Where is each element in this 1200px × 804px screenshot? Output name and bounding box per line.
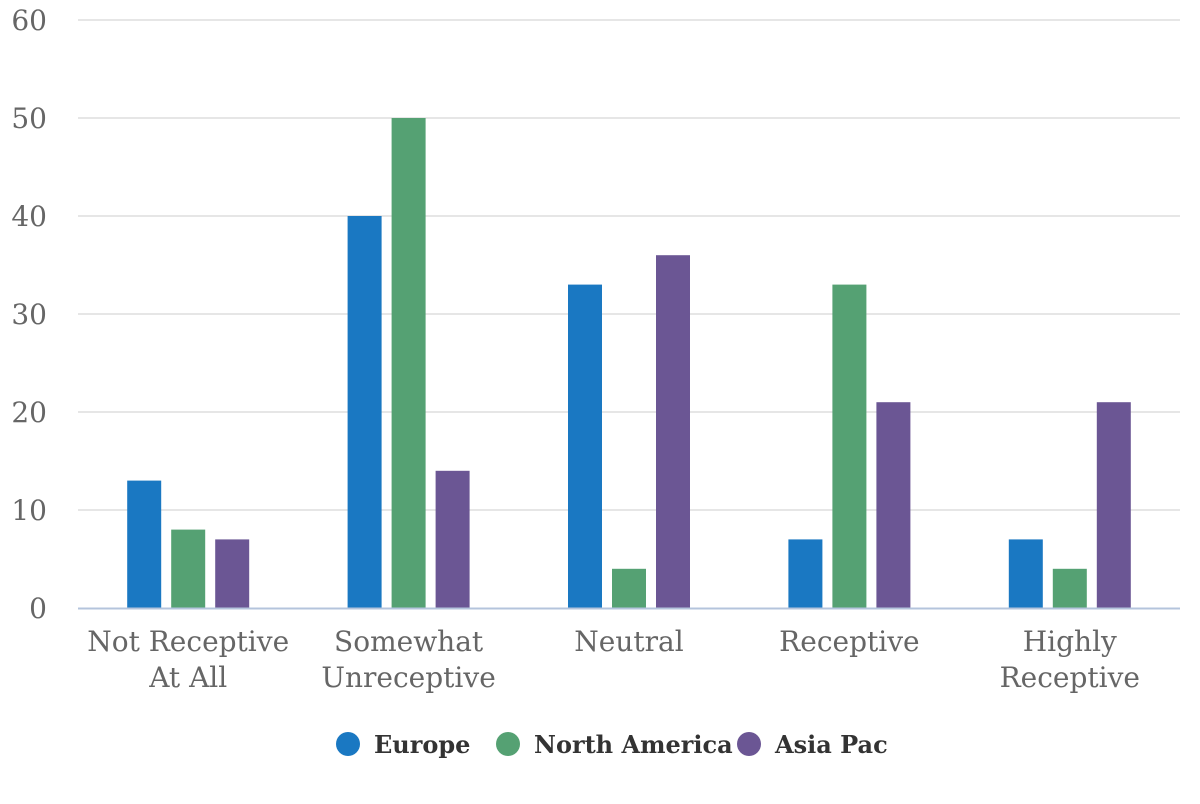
bar-asia-pac-4 xyxy=(1096,402,1131,608)
bar-north-america-1 xyxy=(391,118,426,608)
bar-asia-pac-1 xyxy=(435,470,470,608)
x-tick-label: Highly xyxy=(1023,625,1117,658)
bar-north-america-4 xyxy=(1052,568,1087,608)
y-axis-ticks: 0 10 20 30 40 50 60 xyxy=(11,4,47,625)
legend: Europe North America Asia Pac xyxy=(336,730,888,759)
y-tick-label: 10 xyxy=(11,494,47,527)
bar-north-america-2 xyxy=(612,568,646,608)
x-tick-label: Neutral xyxy=(574,625,683,658)
bar-europe-4 xyxy=(1008,539,1043,608)
y-tick-label: 50 xyxy=(11,102,47,135)
x-tick-label: At All xyxy=(148,661,227,694)
x-tick-label: Not Receptive xyxy=(87,625,289,658)
y-tick-label: 30 xyxy=(11,298,47,331)
bar-asia-pac-2 xyxy=(656,255,690,608)
bar-north-america-3 xyxy=(832,284,867,608)
legend-marker-north-america xyxy=(496,732,520,756)
x-tick-label: Somewhat xyxy=(334,625,484,658)
gridlines xyxy=(78,19,1180,511)
bar-asia-pac-0 xyxy=(215,539,250,608)
y-tick-label: 60 xyxy=(11,4,47,37)
x-tick-label: Receptive xyxy=(1000,661,1140,694)
bar-asia-pac-3 xyxy=(876,402,911,608)
bars xyxy=(127,118,1131,608)
bar-north-america-0 xyxy=(171,529,206,608)
x-tick-label: Unreceptive xyxy=(321,661,495,694)
legend-marker-asia-pac xyxy=(737,732,761,756)
bar-europe-2 xyxy=(568,284,602,608)
y-tick-label: 0 xyxy=(29,592,47,625)
bar-europe-3 xyxy=(788,539,823,608)
legend-label-asia-pac: Asia Pac xyxy=(774,730,888,759)
bar-europe-0 xyxy=(127,480,162,608)
bar-europe-1 xyxy=(347,216,382,608)
y-tick-label: 40 xyxy=(11,200,47,233)
x-tick-label: Receptive xyxy=(779,625,919,658)
legend-label-europe: Europe xyxy=(374,730,470,759)
legend-label-north-america: North America xyxy=(534,730,733,759)
y-tick-label: 20 xyxy=(11,396,47,429)
legend-marker-europe xyxy=(336,732,360,756)
